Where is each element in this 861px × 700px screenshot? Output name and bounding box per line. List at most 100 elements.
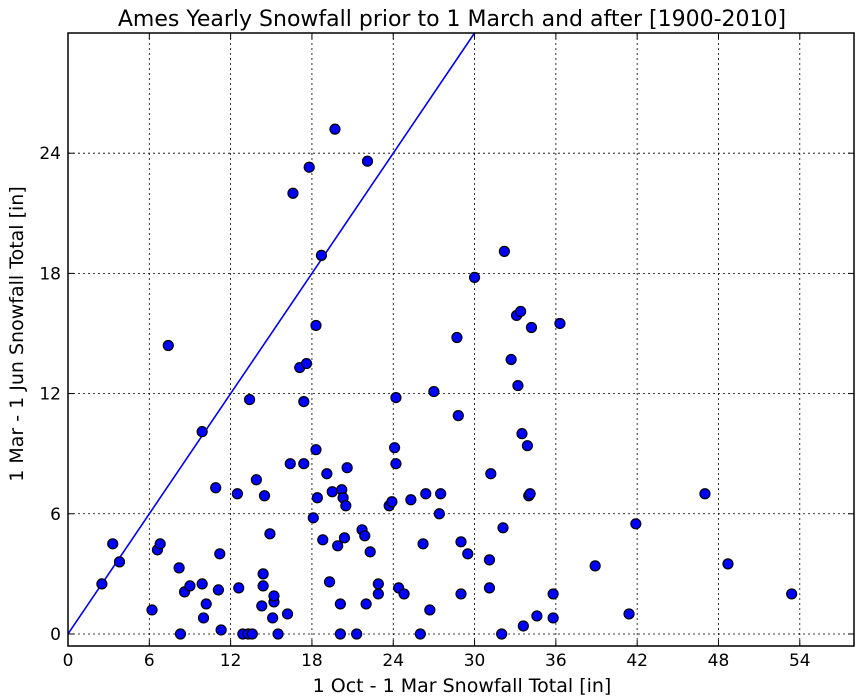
x-tick-label: 0 xyxy=(63,651,74,671)
data-point xyxy=(323,576,336,588)
data-point xyxy=(505,353,517,366)
data-point xyxy=(398,588,410,600)
data-point xyxy=(496,628,508,640)
grid-lines xyxy=(68,33,854,646)
data-point xyxy=(420,488,432,500)
data-point xyxy=(210,482,222,494)
data-point xyxy=(200,598,212,610)
data-point xyxy=(483,554,496,566)
data-point xyxy=(428,385,440,398)
x-tick-label: 6 xyxy=(144,651,155,671)
data-point xyxy=(326,486,338,498)
data-point xyxy=(722,558,734,570)
data-point xyxy=(361,155,374,167)
data-point xyxy=(341,462,353,474)
one-to-one-reference-line xyxy=(67,32,476,635)
data-point xyxy=(246,628,258,640)
y-tick-label: 24 xyxy=(39,144,61,164)
data-point xyxy=(334,628,346,640)
data-point xyxy=(310,319,322,332)
data-point xyxy=(298,396,310,408)
data-point xyxy=(340,500,352,512)
data-point xyxy=(184,580,196,592)
data-point xyxy=(786,588,798,600)
data-point xyxy=(372,578,384,590)
data-point xyxy=(517,620,529,632)
data-point xyxy=(521,440,534,452)
data-point xyxy=(231,488,243,500)
y-tick-label: 12 xyxy=(39,385,61,405)
data-point xyxy=(512,379,524,392)
data-point xyxy=(414,628,426,640)
data-point xyxy=(154,538,166,550)
reference-line-layer xyxy=(67,32,476,635)
x-tick-label: 54 xyxy=(789,651,811,671)
x-tick-label: 12 xyxy=(220,651,242,671)
data-point xyxy=(547,588,559,600)
data-point xyxy=(233,582,245,594)
data-point xyxy=(303,161,315,173)
data-point xyxy=(497,522,509,534)
data-point xyxy=(315,249,328,261)
data-point xyxy=(405,494,417,506)
x-tick-label: 36 xyxy=(545,651,567,671)
data-point xyxy=(146,604,158,616)
y-axis-label: 1 Mar - 1 Jun Snowfall Total [in] xyxy=(6,186,28,482)
data-point xyxy=(623,608,635,620)
data-point xyxy=(214,548,226,560)
y-tick-label: 6 xyxy=(50,505,61,525)
data-point xyxy=(515,305,527,318)
x-tick-label: 24 xyxy=(382,651,404,671)
data-point xyxy=(485,468,497,480)
data-point xyxy=(589,560,601,572)
data-point xyxy=(364,546,376,558)
data-point xyxy=(360,598,372,610)
data-point xyxy=(388,442,401,454)
data-point xyxy=(329,123,341,135)
x-tick-label: 48 xyxy=(708,651,730,671)
data-point xyxy=(498,245,510,257)
data-point xyxy=(483,582,496,594)
data-point xyxy=(699,488,711,500)
data-point xyxy=(424,604,436,616)
data-point xyxy=(196,426,208,438)
plot-frame xyxy=(67,32,855,647)
data-point xyxy=(417,538,429,550)
data-point xyxy=(257,568,269,580)
data-point xyxy=(547,612,559,624)
data-point xyxy=(268,590,280,602)
data-point xyxy=(452,410,464,422)
data-point xyxy=(162,339,174,352)
data-point xyxy=(554,317,566,330)
data-point xyxy=(267,612,279,624)
data-point xyxy=(107,538,119,550)
data-point xyxy=(284,458,296,470)
x-tick-label: 30 xyxy=(464,651,486,671)
data-point xyxy=(281,608,294,620)
data-point xyxy=(113,556,126,568)
data-point xyxy=(351,628,363,640)
data-point xyxy=(462,548,474,560)
y-tick-label: 0 xyxy=(50,625,61,645)
data-point xyxy=(334,598,346,610)
data-point xyxy=(321,468,333,480)
x-tick-label: 42 xyxy=(626,651,648,671)
data-point xyxy=(307,512,319,524)
data-point xyxy=(386,496,398,508)
data-point xyxy=(525,321,538,334)
data-point xyxy=(174,628,187,640)
data-point xyxy=(516,428,528,440)
data-point xyxy=(197,612,210,624)
data-point xyxy=(196,578,208,590)
data-point xyxy=(524,488,536,500)
data-points xyxy=(96,123,798,640)
data-point xyxy=(433,508,445,520)
y-tick-label: 18 xyxy=(39,264,61,284)
axis-ticks: 0 6 12 18 24 30 36 42 48 54 0 6 12 18 24 xyxy=(39,33,854,671)
data-point xyxy=(258,490,271,502)
data-point xyxy=(243,393,256,406)
data-point xyxy=(435,488,447,500)
data-point xyxy=(215,624,227,636)
data-point xyxy=(359,530,371,542)
